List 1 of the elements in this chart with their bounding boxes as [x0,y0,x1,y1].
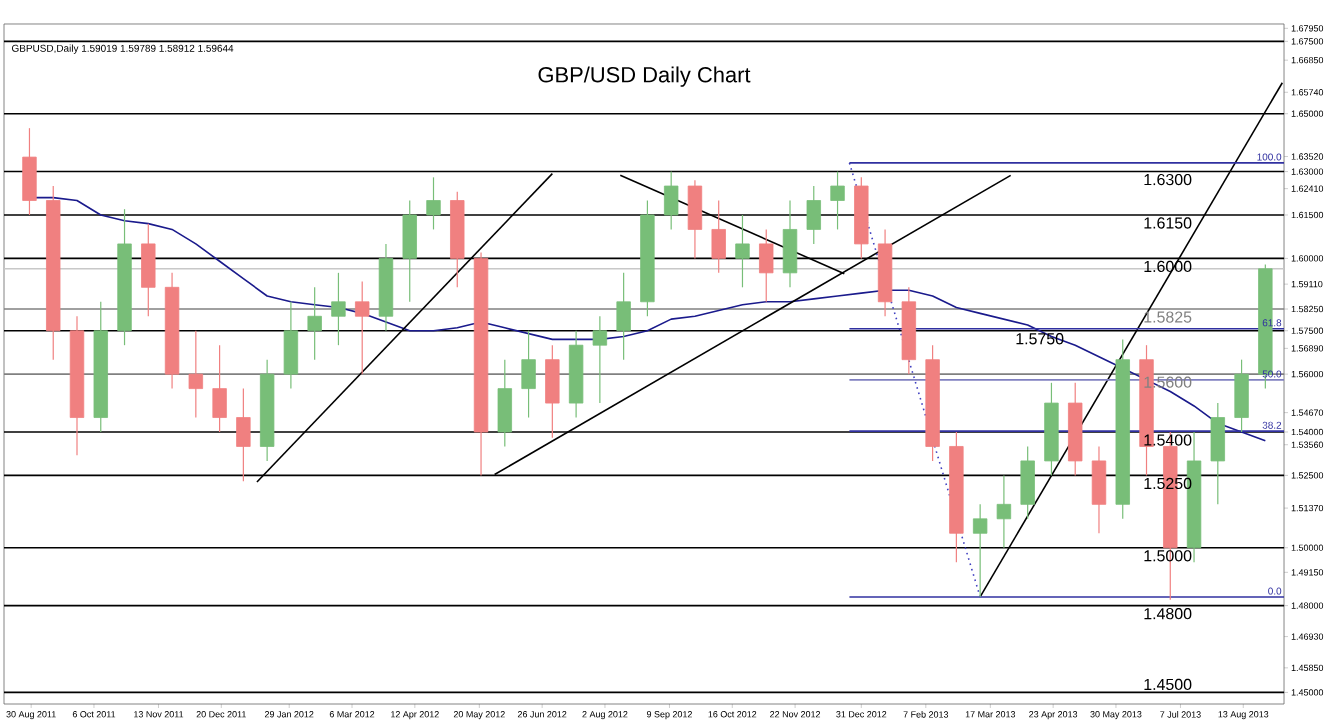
text: GBP/USD Daily Chart [538,66,751,87]
